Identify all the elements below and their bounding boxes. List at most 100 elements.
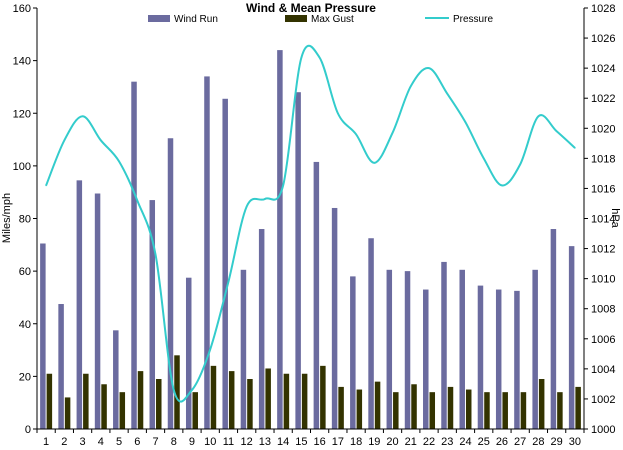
x-tick-label: 15: [295, 436, 307, 448]
bar-max-gust: [393, 392, 399, 429]
bar-wind-run: [40, 243, 46, 429]
bar-max-gust: [247, 379, 253, 429]
point-pressure: [482, 157, 485, 160]
line-series-group: [45, 44, 576, 403]
legend-label-max-gust: Max Gust: [311, 14, 354, 25]
x-tick-label: 16: [313, 436, 325, 448]
point-pressure: [446, 92, 449, 95]
bar-wind-run: [423, 289, 429, 429]
point-pressure: [355, 133, 357, 136]
y2-tick-group: 1000 1002 1004 1006 1008 1010 1012 1014 1016 1018…: [584, 3, 615, 436]
y-tick-group: 0 20 40 60 80 100 120 140 160: [13, 3, 37, 436]
bar-wind-run: [350, 276, 356, 429]
bar-wind-run: [404, 271, 411, 429]
y-axis-title: Miles/mph: [1, 193, 13, 243]
bar-max-gust: [320, 365, 326, 429]
legend-label-pressure: Pressure: [453, 14, 493, 25]
bar-wind-run: [386, 269, 393, 429]
x-tick-label: 2: [61, 436, 67, 448]
x-tick-label: 19: [368, 436, 380, 448]
bar-max-gust: [265, 368, 271, 429]
bar-wind-run: [240, 269, 247, 429]
bar-max-gust: [429, 392, 436, 429]
y2-tick-label: 1024: [591, 63, 615, 75]
x-tick-label: 10: [204, 436, 216, 448]
legend-swatch-wind-run: [148, 15, 170, 22]
bar-max-gust: [374, 381, 381, 429]
point-pressure: [136, 199, 139, 202]
x-tick-label: 9: [189, 436, 195, 448]
bar-wind-run: [76, 180, 83, 429]
x-tick-label: 28: [532, 436, 544, 448]
x-tick-label: 1: [43, 436, 49, 448]
y2-tick-label: 1010: [591, 274, 615, 286]
y2-tick-label: 1018: [591, 153, 615, 165]
y2-tick-label: 1006: [591, 334, 615, 346]
bar-max-gust: [64, 397, 71, 429]
bar-wind-run: [313, 161, 320, 429]
x-tick-label: 8: [171, 436, 177, 448]
point-pressure: [300, 56, 303, 59]
bar-max-gust: [46, 373, 53, 429]
bar-max-gust: [101, 384, 107, 429]
x-tick-label: 11: [223, 436, 234, 448]
bar-wind-run: [222, 98, 228, 429]
bar-wind-run: [477, 285, 484, 429]
bar-max-gust: [502, 392, 508, 429]
x-tick-label: 4: [98, 436, 104, 448]
x-tick-label: 27: [514, 436, 526, 448]
bar-max-gust: [557, 392, 563, 429]
x-tick-label: 13: [259, 436, 271, 448]
y2-tick-label: 1020: [591, 123, 615, 135]
bar-wind-run: [331, 207, 338, 429]
y-tick-label: 160: [13, 3, 31, 15]
x-tick-label: 17: [332, 436, 344, 448]
bar-max-gust: [210, 365, 217, 429]
point-pressure: [555, 130, 558, 133]
x-tick-label: 6: [134, 436, 140, 448]
bar-max-gust: [447, 386, 454, 429]
point-pressure: [264, 198, 266, 200]
y-tick-label: 80: [19, 214, 31, 226]
point-pressure: [191, 389, 193, 391]
bar-max-gust: [156, 379, 162, 429]
point-pressure: [63, 139, 66, 142]
point-pressure: [282, 184, 284, 187]
point-pressure: [100, 139, 102, 142]
x-tick-label: 20: [386, 436, 398, 448]
point-pressure: [519, 163, 521, 166]
x-tick-label: 3: [80, 436, 86, 448]
bar-max-gust: [137, 371, 144, 429]
legend: Wind Run Max Gust Pressure: [148, 14, 493, 25]
bar-wind-run: [149, 200, 156, 429]
bar-max-gust: [283, 373, 290, 429]
y2-axis-title: hPa: [609, 208, 621, 228]
bar-wind-run: [532, 269, 538, 429]
x-tick-label: 7: [152, 436, 158, 448]
x-tick-group: 1 2 3 4 5 6 7 8 9 10 11 12 13 14 15 16 17 18 19 20 21 22 23 24 2…: [36, 429, 585, 448]
bar-wind-run: [58, 304, 64, 429]
bar-max-gust: [575, 386, 581, 429]
bar-wind-run: [258, 229, 265, 429]
line-pressure: [45, 44, 576, 403]
y-tick-label: 0: [25, 424, 31, 436]
chart-title: Wind & Mean Pressure: [246, 1, 376, 15]
x-tick-label: 18: [350, 436, 362, 448]
legend-swatch-max-gust: [285, 15, 307, 22]
x-tick-label: 26: [496, 436, 508, 448]
y-tick-label: 60: [19, 266, 31, 278]
y-tick-label: 100: [13, 161, 31, 173]
point-pressure: [428, 67, 430, 69]
y2-tick-label: 1000: [591, 424, 615, 436]
bar-wind-run: [459, 269, 465, 429]
point-pressure: [209, 348, 212, 351]
y-tick-label: 20: [19, 371, 31, 383]
x-tick-label: 23: [441, 436, 453, 448]
bar-max-gust: [411, 384, 417, 429]
point-pressure: [227, 280, 230, 283]
bar-series-group: [40, 50, 581, 430]
point-pressure: [537, 115, 540, 118]
y-tick-label: 120: [13, 108, 31, 120]
y2-tick-label: 1012: [591, 244, 615, 256]
